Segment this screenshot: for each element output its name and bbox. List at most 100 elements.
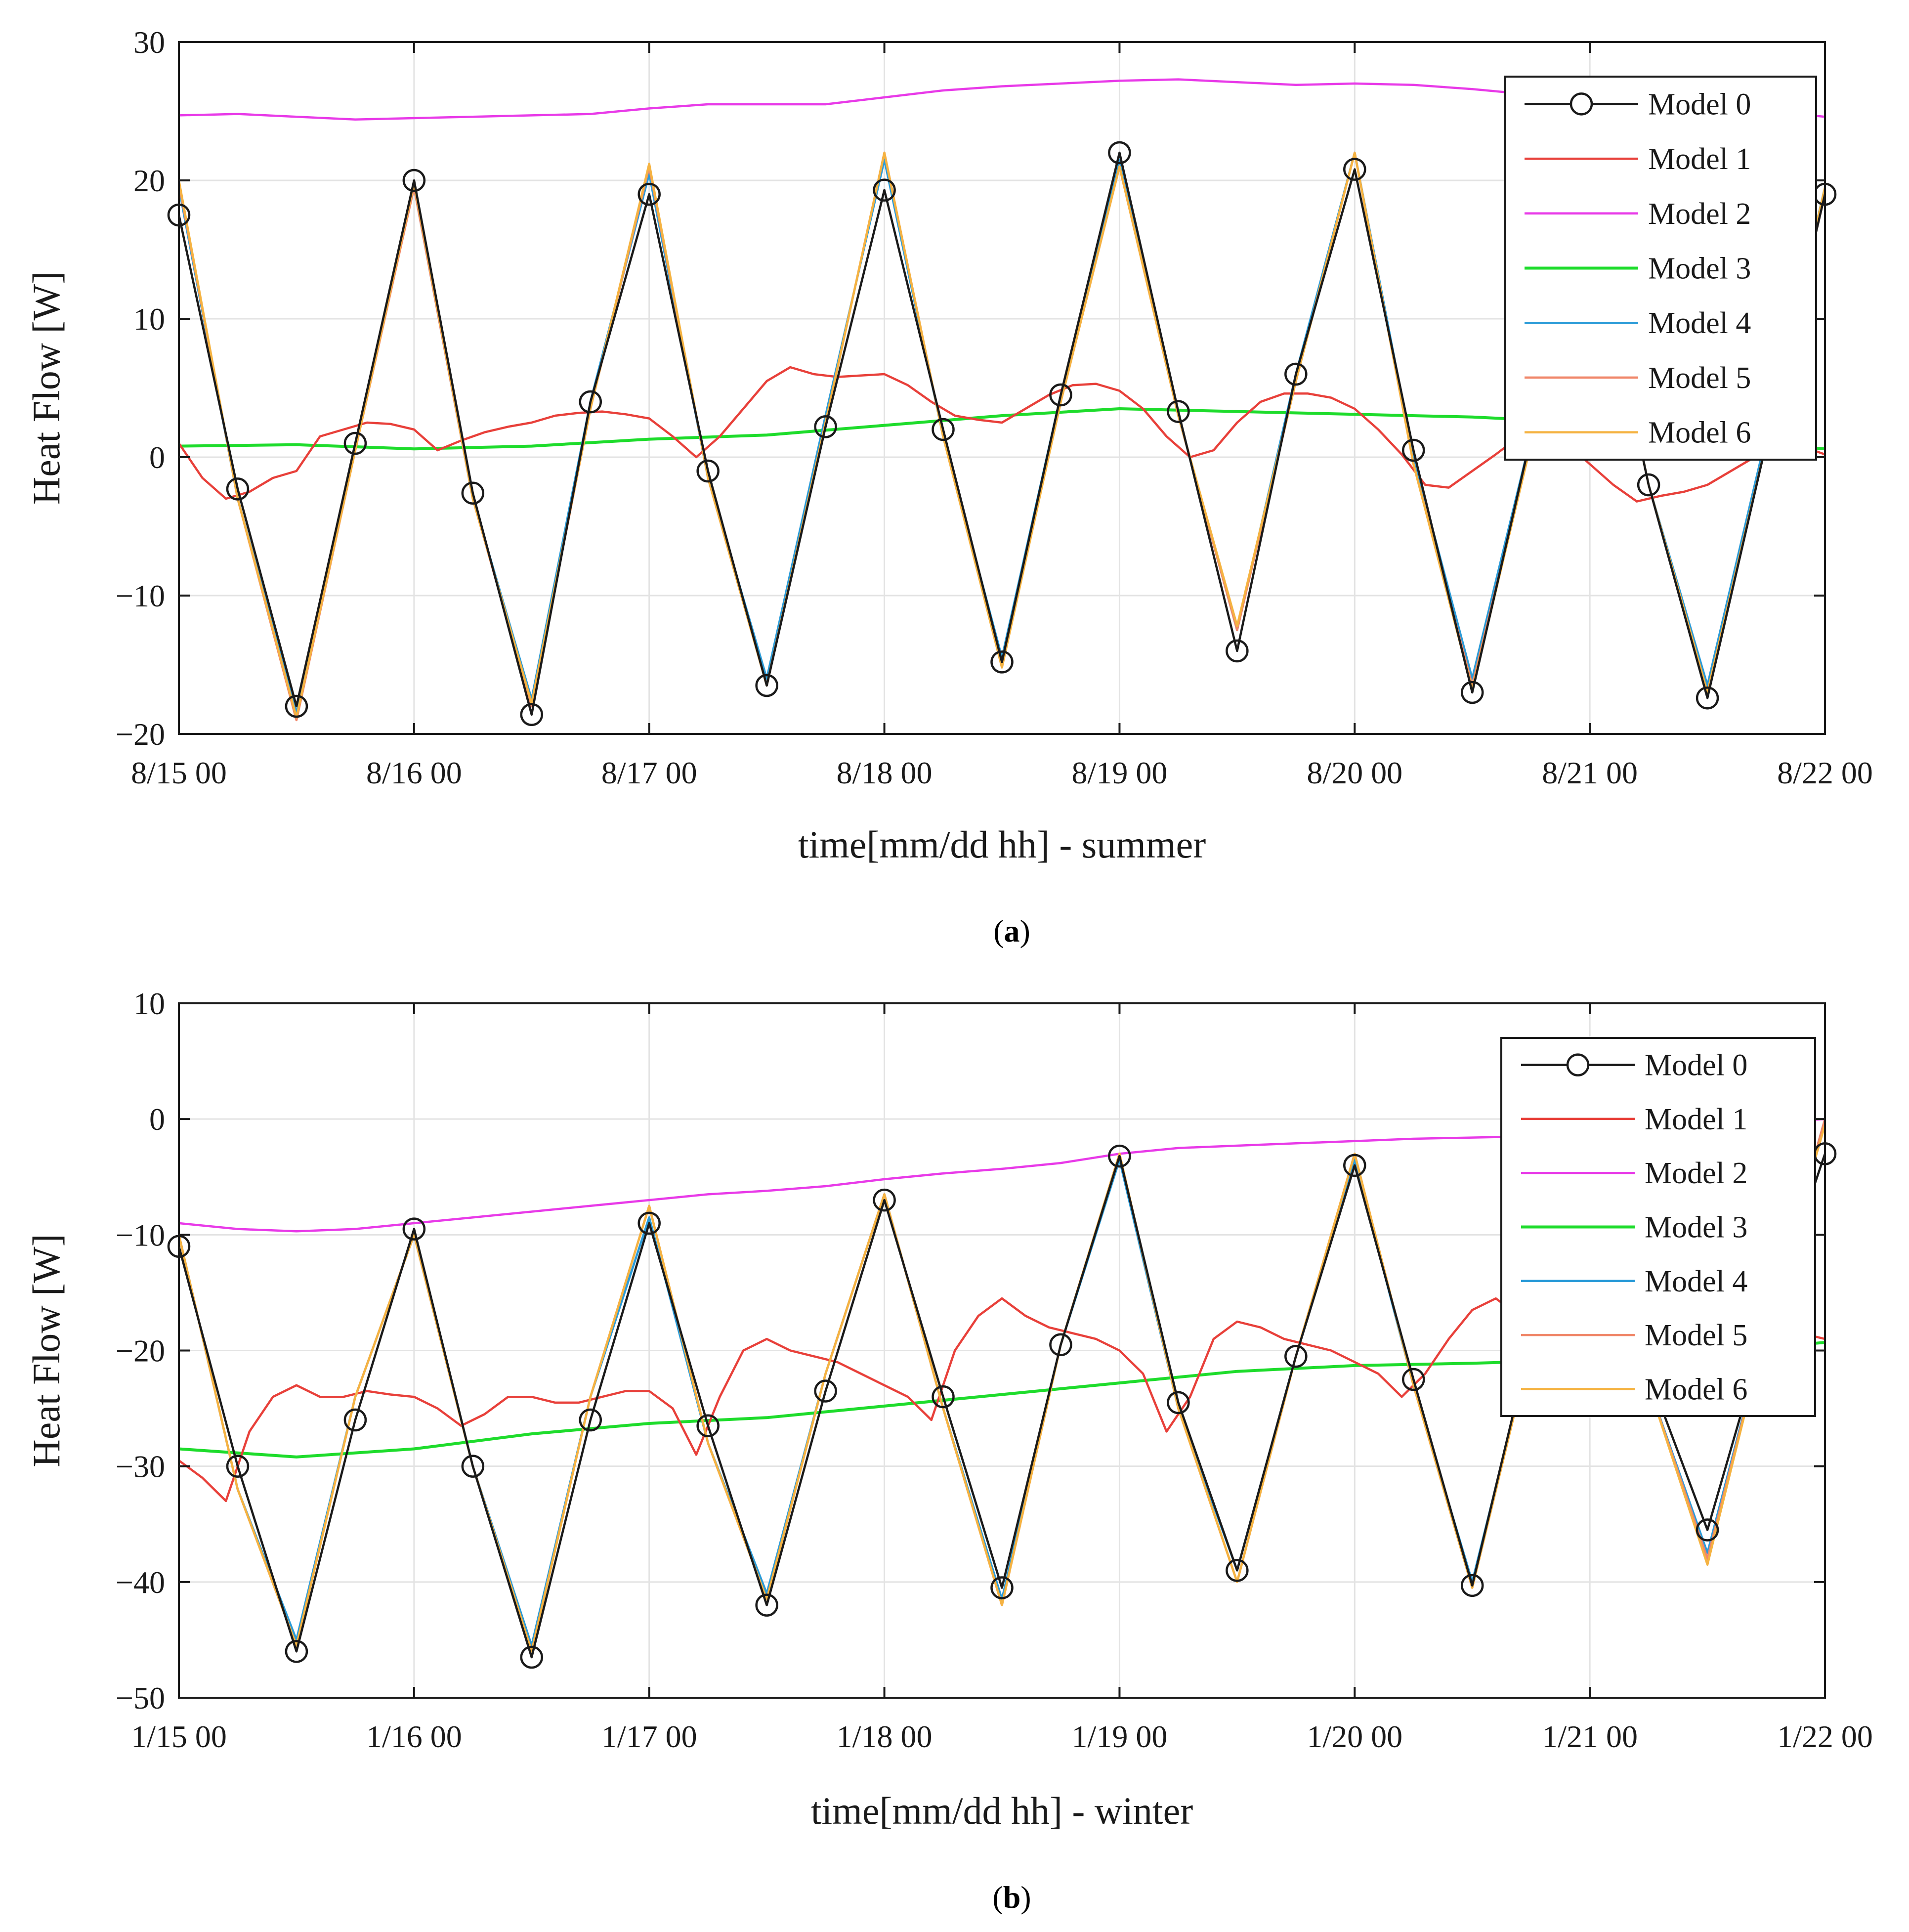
y-tick-label: 10	[133, 301, 165, 337]
y-tick-label: −20	[116, 1333, 165, 1369]
x-tick-label: 1/19 00	[1072, 1719, 1168, 1754]
data-point-model-0	[1343, 158, 1366, 181]
y-tick-label: −10	[116, 1217, 165, 1252]
y-tick-label: −40	[116, 1565, 165, 1600]
data-point-model-0	[814, 415, 837, 438]
data-point-model-0	[1167, 1391, 1190, 1415]
data-point-model-0	[990, 650, 1014, 674]
legend-label-model-5: Model 5	[1648, 361, 1751, 395]
data-point-model-0	[1460, 681, 1484, 704]
data-point-model-0	[1049, 1333, 1072, 1357]
data-point-model-0	[1696, 686, 1719, 710]
legend-label-model-1: Model 1	[1645, 1103, 1747, 1136]
y-tick-label: 20	[133, 163, 165, 198]
axes-frame	[178, 41, 1826, 735]
x-tick-label: 8/22 00	[1777, 755, 1873, 790]
data-point-model-0	[402, 1217, 426, 1241]
x-tick-label: 8/21 00	[1542, 755, 1638, 790]
data-point-model-0	[1460, 1574, 1484, 1597]
x-tick-label: 1/15 00	[131, 1719, 227, 1754]
y-tick-label: −30	[116, 1449, 165, 1484]
caption-letter: a	[1004, 913, 1020, 948]
legend-label-model-6: Model 6	[1648, 416, 1751, 450]
data-point-model-0	[696, 1414, 720, 1437]
legend-marker-model-0	[1570, 92, 1593, 116]
x-axis-title: time[mm/dd hh] - summer	[798, 823, 1206, 866]
data-point-model-0	[873, 178, 896, 202]
data-point-model-0	[520, 703, 544, 727]
data-point-model-0	[990, 1576, 1014, 1599]
data-point-model-0	[1343, 1154, 1366, 1177]
legend: Model 0 Model 1 Model 2 Model 3 Model 4 Model…	[1500, 1037, 1816, 1417]
x-tick-label: 1/22 00	[1777, 1719, 1873, 1754]
data-point-model-0	[932, 1385, 955, 1409]
y-axis-title: Heat Flow [W]	[25, 1234, 68, 1467]
data-point-model-0	[814, 1379, 837, 1403]
legend-label-model-5: Model 5	[1645, 1319, 1747, 1352]
caption-paren-close: )	[1020, 1880, 1031, 1915]
data-point-model-0	[579, 390, 602, 414]
legend-label-model-2: Model 2	[1648, 197, 1751, 231]
legend-marker-model-0	[1566, 1053, 1590, 1076]
legend-label-model-1: Model 1	[1648, 142, 1751, 176]
data-point-model-0	[1226, 1559, 1249, 1582]
data-point-model-0	[343, 431, 367, 455]
data-point-model-0	[402, 169, 426, 192]
data-point-model-0	[755, 674, 778, 697]
y-tick-label: 0	[149, 440, 165, 475]
y-tick-label: 30	[133, 25, 165, 60]
legend-label-model-3: Model 3	[1645, 1211, 1747, 1245]
data-point-model-0	[579, 1408, 602, 1432]
x-tick-label: 8/15 00	[131, 755, 227, 790]
data-point-model-0	[1637, 473, 1660, 497]
y-tick-label: −20	[116, 717, 165, 752]
x-tick-label: 1/16 00	[366, 1719, 462, 1754]
data-point-model-0	[285, 1640, 308, 1663]
x-tick-label: 1/20 00	[1307, 1719, 1402, 1754]
chart-panel-b: 1/15 00 1/16 00 1/17 00 1/18 00 1/19 00 1/20 …	[25, 986, 1873, 1915]
chart-panel-a: 8/15 00 8/16 00 8/17 00 8/18 00 8/19 00 8/20 …	[25, 25, 1873, 948]
legend-label-model-3: Model 3	[1648, 252, 1751, 286]
data-point-model-0	[1696, 1518, 1719, 1542]
x-tick-label: 8/19 00	[1072, 755, 1168, 790]
data-point-model-0	[755, 1593, 778, 1617]
data-point-model-0	[637, 182, 661, 206]
data-point-model-0	[873, 1188, 896, 1212]
x-tick-label: 1/18 00	[837, 1719, 933, 1754]
data-point-model-0	[226, 477, 250, 501]
data-point-model-0	[1226, 639, 1249, 663]
data-point-model-0	[226, 1455, 250, 1478]
y-tick-label: −50	[116, 1680, 165, 1716]
data-point-model-0	[1402, 1368, 1425, 1391]
y-tick-label: −10	[116, 578, 165, 613]
y-axis-title: Heat Flow [W]	[25, 271, 68, 505]
legend-label-model-0: Model 0	[1645, 1049, 1747, 1082]
data-point-model-0	[696, 459, 720, 483]
legend-label-model-2: Model 2	[1645, 1157, 1747, 1190]
x-axis-title: time[mm/dd hh] - winter	[811, 1789, 1193, 1832]
data-point-model-0	[1402, 438, 1425, 462]
caption-letter: b	[1003, 1880, 1021, 1915]
legend-label-model-0: Model 0	[1648, 87, 1751, 121]
data-point-model-0	[1108, 1144, 1131, 1168]
legend-label-model-4: Model 4	[1645, 1265, 1747, 1298]
data-point-model-0	[1284, 1344, 1308, 1368]
data-point-model-0	[932, 418, 955, 441]
data-point-model-0	[461, 1455, 485, 1478]
data-point-model-0	[1167, 400, 1190, 423]
legend-label-model-6: Model 6	[1645, 1373, 1747, 1406]
data-point-model-0	[1049, 383, 1072, 407]
data-point-model-0	[520, 1645, 544, 1669]
x-tick-label: 8/17 00	[601, 755, 697, 790]
y-tick-label: 0	[149, 1102, 165, 1137]
caption-paren-open: (	[992, 1880, 1003, 1915]
x-tick-label: 8/20 00	[1307, 755, 1402, 790]
legend: Model 0 Model 1 Model 2 Model 3 Model 4 Model…	[1504, 76, 1817, 461]
data-point-model-0	[461, 481, 485, 505]
data-point-model-0	[343, 1408, 367, 1432]
data-point-model-0	[637, 1211, 661, 1235]
data-point-model-0	[285, 694, 308, 718]
x-tick-label: 8/18 00	[837, 755, 933, 790]
x-tick-label: 1/17 00	[601, 1719, 697, 1754]
